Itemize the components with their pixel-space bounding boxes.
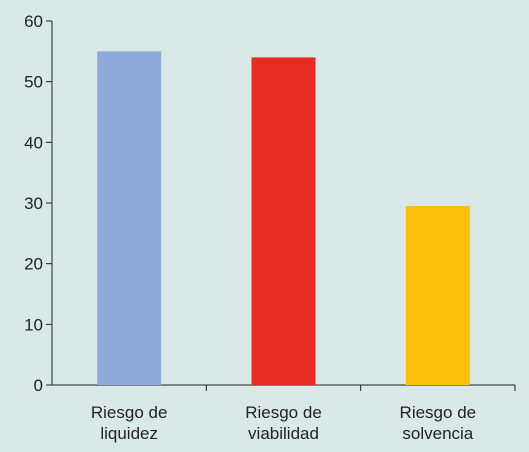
x-axis [52, 384, 516, 391]
y-tick-label: 10 [24, 315, 43, 334]
y-tick-label: 40 [24, 133, 43, 152]
x-category-label: liquidez [100, 424, 158, 443]
bar [251, 57, 316, 386]
bars [97, 51, 470, 386]
x-category-label: solvencia [402, 424, 473, 443]
bar [405, 206, 470, 385]
y-axis: 0 10 20 30 40 50 60 [24, 12, 53, 395]
y-tick-label: 20 [24, 255, 43, 274]
y-tick-label: 0 [34, 376, 43, 395]
x-category-label: Riesgo de [245, 403, 322, 422]
y-tick-label: 30 [24, 194, 43, 213]
x-category-label: Riesgo de [400, 403, 477, 422]
y-tick-label: 60 [24, 12, 43, 31]
category-labels: Riesgo de liquidez Riesgo de viabilidad Ries… [91, 403, 476, 443]
x-category-label: Riesgo de [91, 403, 168, 422]
y-tick-label: 50 [24, 73, 43, 92]
x-category-label: viabilidad [248, 424, 319, 443]
bar [97, 51, 162, 385]
